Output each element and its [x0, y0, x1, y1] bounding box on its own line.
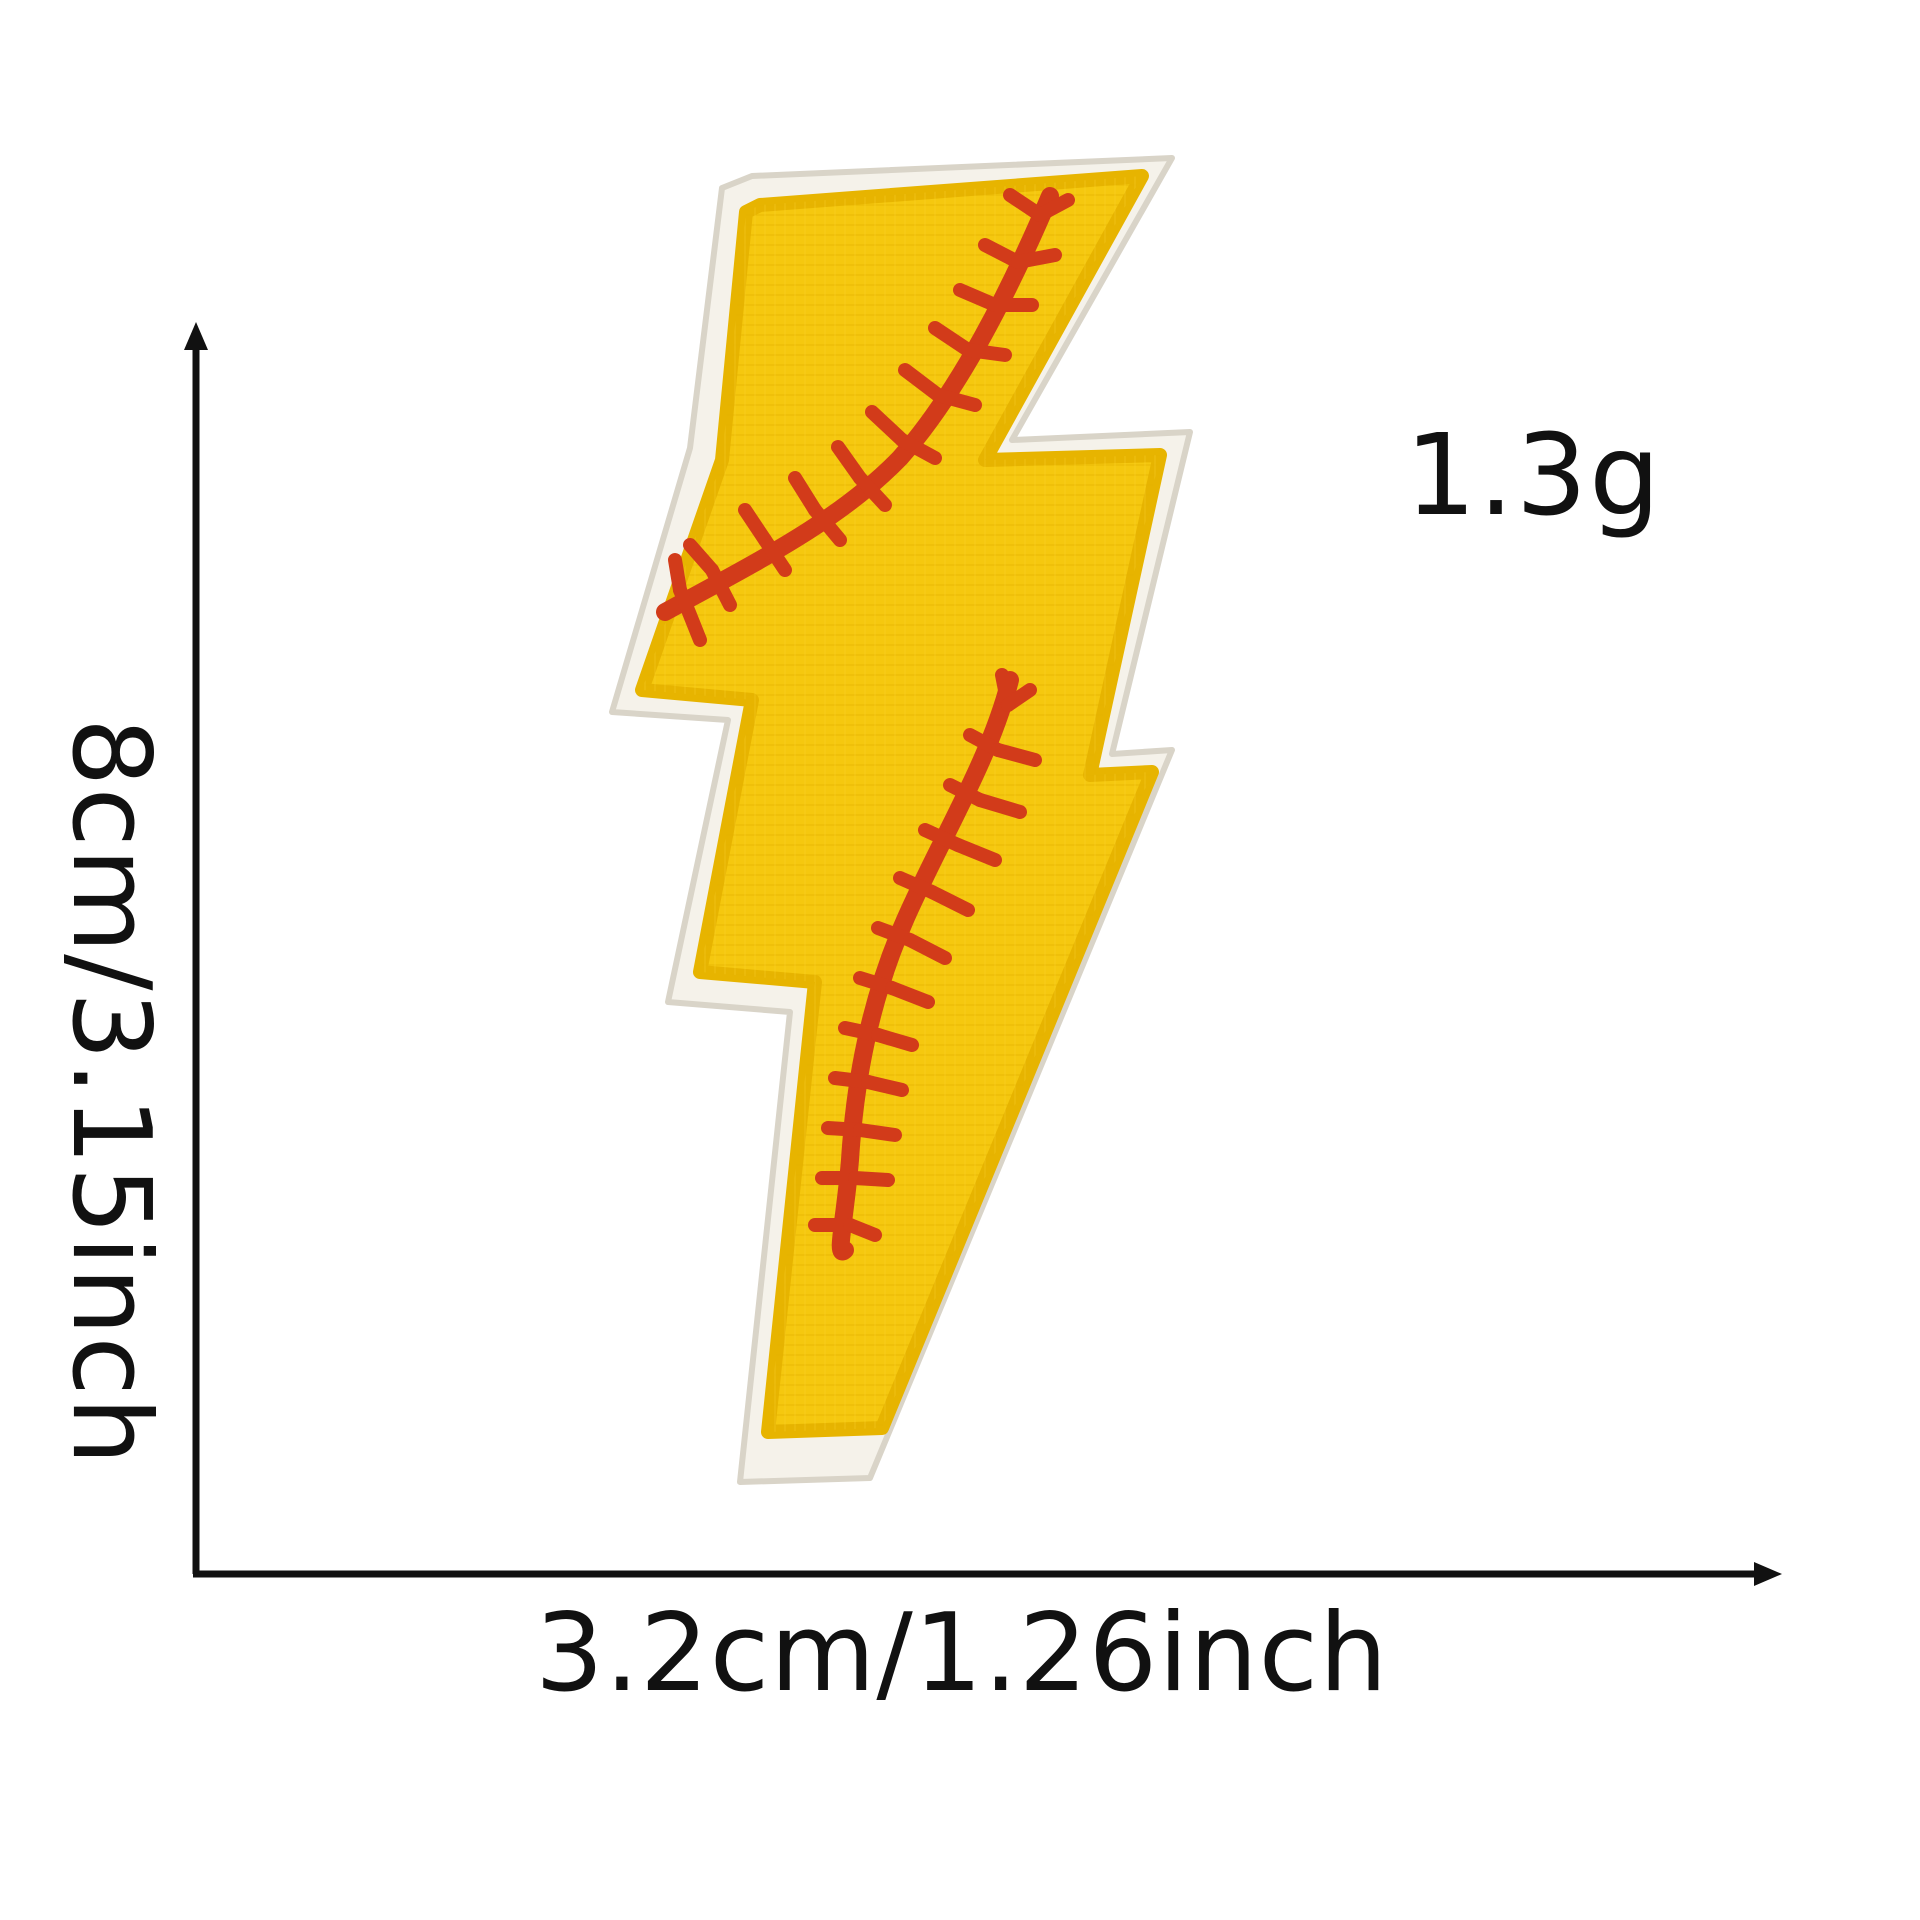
upper-stitch-seam [656, 187, 1075, 647]
height-label: 8cm/3.15inch [48, 717, 173, 1467]
lower-stitch-seam [808, 668, 1042, 1261]
measurement-axes [184, 322, 1782, 1586]
width-axis-arrow-icon [1754, 1562, 1782, 1586]
lightning-bolt-patch-icon [609, 155, 1193, 1485]
weight-label: 1.3g [1405, 411, 1663, 541]
width-label: 3.2cm/1.26inch [535, 1591, 1389, 1716]
height-axis-arrow-icon [184, 322, 208, 350]
